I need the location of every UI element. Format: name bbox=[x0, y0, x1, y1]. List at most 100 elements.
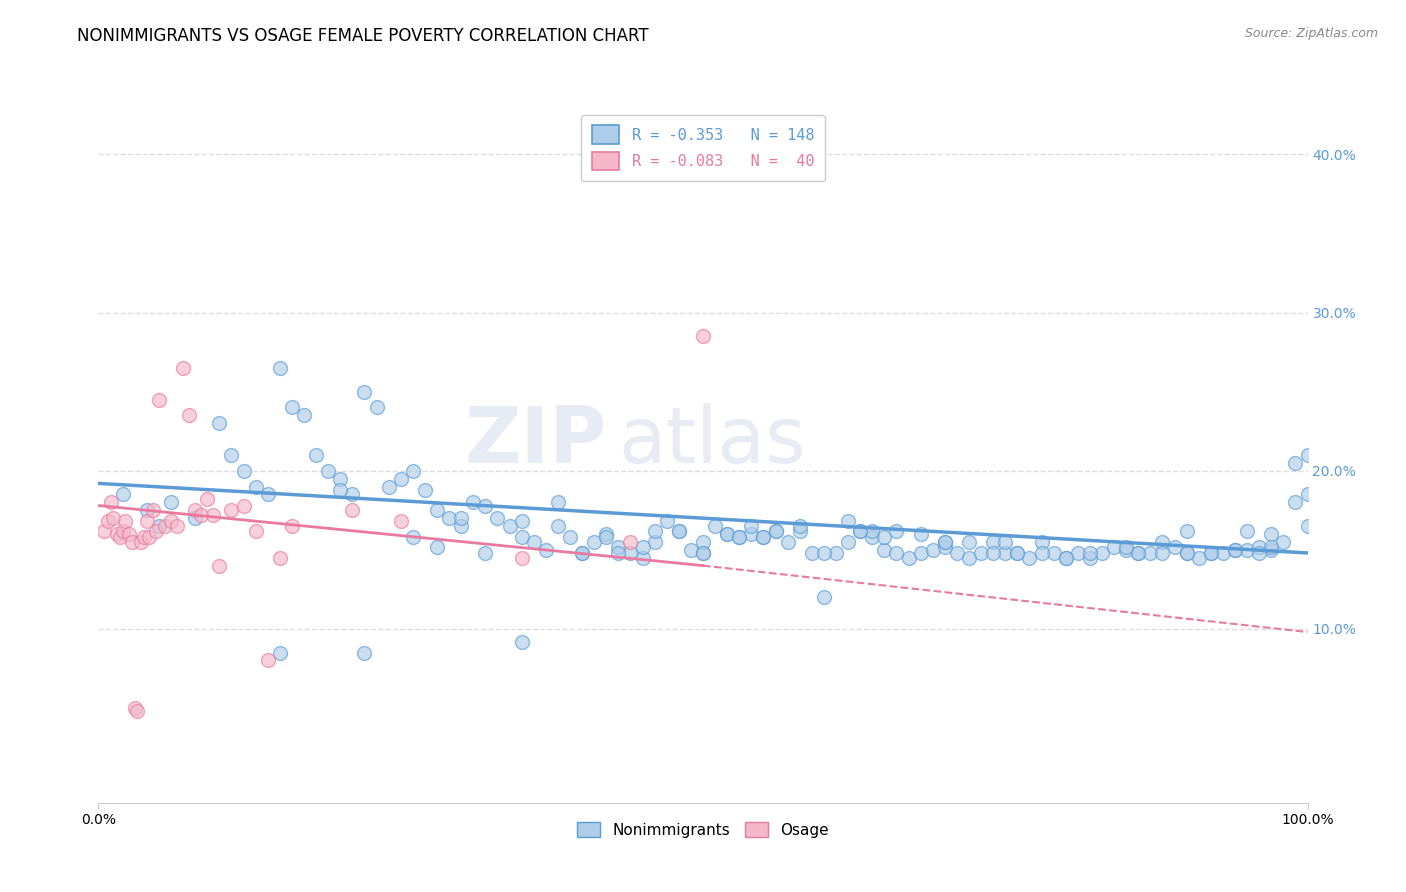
Point bbox=[450, 511, 472, 525]
Point bbox=[981, 546, 1004, 560]
Point bbox=[910, 527, 932, 541]
Point bbox=[946, 546, 969, 560]
Point bbox=[1223, 542, 1246, 557]
Point bbox=[921, 542, 943, 557]
Point bbox=[184, 503, 207, 517]
Point bbox=[994, 546, 1017, 560]
Point bbox=[145, 524, 167, 538]
Point bbox=[547, 495, 569, 509]
Point bbox=[232, 499, 254, 513]
Point bbox=[1018, 550, 1040, 565]
Point bbox=[426, 540, 449, 554]
Point bbox=[679, 542, 702, 557]
Point bbox=[221, 503, 243, 517]
Point bbox=[800, 546, 823, 560]
Point bbox=[281, 401, 304, 415]
Point bbox=[463, 495, 485, 509]
Point bbox=[873, 530, 896, 544]
Point bbox=[402, 530, 425, 544]
Point bbox=[1067, 546, 1090, 560]
Point bbox=[1031, 546, 1053, 560]
Text: NONIMMIGRANTS VS OSAGE FEMALE POVERTY CORRELATION CHART: NONIMMIGRANTS VS OSAGE FEMALE POVERTY CO… bbox=[77, 27, 650, 45]
Point bbox=[160, 495, 183, 509]
Point bbox=[1212, 546, 1234, 560]
Point bbox=[486, 511, 509, 525]
Point bbox=[789, 519, 811, 533]
Point bbox=[498, 519, 520, 533]
Point bbox=[450, 519, 472, 533]
Point bbox=[1102, 540, 1125, 554]
Point bbox=[1236, 542, 1258, 557]
Point bbox=[127, 704, 149, 718]
Point bbox=[583, 534, 606, 549]
Point bbox=[897, 550, 920, 565]
Point bbox=[1284, 456, 1306, 470]
Point bbox=[1260, 527, 1282, 541]
Point bbox=[377, 479, 399, 493]
Point bbox=[740, 527, 762, 541]
Point bbox=[728, 530, 751, 544]
Point bbox=[402, 464, 425, 478]
Point bbox=[202, 508, 225, 522]
Point bbox=[221, 448, 243, 462]
Point bbox=[134, 530, 156, 544]
Point bbox=[1260, 542, 1282, 557]
Point bbox=[269, 550, 291, 565]
Point bbox=[1007, 546, 1029, 560]
Point bbox=[269, 646, 291, 660]
Text: Source: ZipAtlas.com: Source: ZipAtlas.com bbox=[1244, 27, 1378, 40]
Point bbox=[752, 530, 775, 544]
Point bbox=[179, 409, 201, 423]
Point bbox=[837, 534, 859, 549]
Point bbox=[825, 546, 848, 560]
Point bbox=[1078, 550, 1101, 565]
Point bbox=[256, 653, 278, 667]
Point bbox=[728, 530, 751, 544]
Point bbox=[195, 492, 218, 507]
Point bbox=[1042, 546, 1064, 560]
Point bbox=[245, 479, 267, 493]
Point bbox=[138, 530, 160, 544]
Point bbox=[1249, 540, 1271, 554]
Text: ZIP: ZIP bbox=[464, 403, 606, 479]
Point bbox=[142, 503, 165, 517]
Point bbox=[1236, 524, 1258, 538]
Point bbox=[389, 472, 412, 486]
Point bbox=[668, 524, 690, 538]
Point bbox=[994, 534, 1017, 549]
Point bbox=[1054, 550, 1077, 565]
Point bbox=[873, 542, 896, 557]
Point bbox=[389, 514, 412, 528]
Point bbox=[305, 448, 328, 462]
Point bbox=[692, 329, 714, 343]
Point bbox=[547, 519, 569, 533]
Point bbox=[740, 519, 762, 533]
Point bbox=[813, 591, 835, 605]
Point bbox=[981, 534, 1004, 549]
Point bbox=[129, 534, 152, 549]
Point bbox=[1223, 542, 1246, 557]
Point bbox=[595, 530, 617, 544]
Point bbox=[849, 524, 872, 538]
Point bbox=[1128, 546, 1150, 560]
Point bbox=[208, 558, 231, 573]
Point bbox=[619, 546, 641, 560]
Legend: Nonimmigrants, Osage: Nonimmigrants, Osage bbox=[571, 815, 835, 844]
Point bbox=[269, 360, 291, 375]
Point bbox=[1163, 540, 1185, 554]
Point bbox=[1260, 540, 1282, 554]
Point bbox=[353, 384, 375, 399]
Point bbox=[1152, 534, 1174, 549]
Point bbox=[534, 542, 557, 557]
Point bbox=[523, 534, 546, 549]
Point bbox=[813, 546, 835, 560]
Point bbox=[118, 527, 141, 541]
Point bbox=[148, 392, 170, 407]
Point bbox=[558, 530, 581, 544]
Point bbox=[631, 550, 654, 565]
Point bbox=[1199, 546, 1222, 560]
Point bbox=[148, 519, 170, 533]
Point bbox=[644, 534, 666, 549]
Point bbox=[957, 534, 980, 549]
Point bbox=[342, 487, 364, 501]
